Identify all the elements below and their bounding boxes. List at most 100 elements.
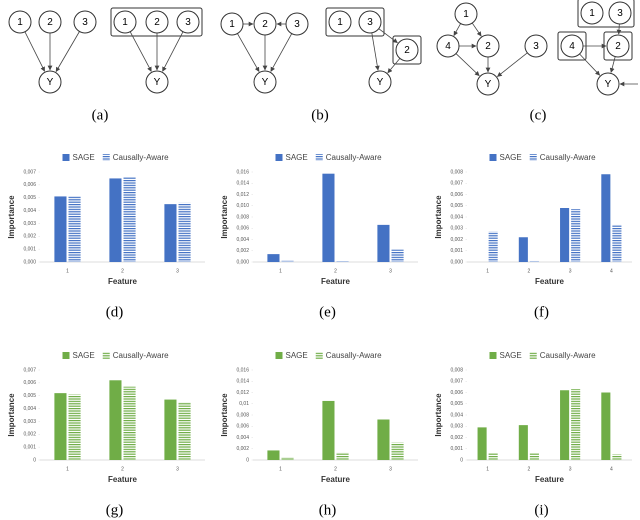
caption: (b) <box>311 107 329 123</box>
legend-swatch <box>275 154 283 161</box>
node <box>113 10 137 34</box>
node <box>606 34 630 58</box>
edge <box>471 22 482 37</box>
bar <box>123 386 136 460</box>
node-label: 2 <box>615 41 621 52</box>
node <box>328 10 352 34</box>
x-tick-label: 3 <box>569 466 572 472</box>
y-tick-label: 0,006 <box>23 182 36 188</box>
x-tick-label: 3 <box>569 268 572 274</box>
node-label: Y <box>47 77 54 88</box>
x-tick-label: 1 <box>486 268 489 274</box>
x-tick-label: 2 <box>334 466 337 472</box>
edge <box>371 32 380 71</box>
node <box>608 1 632 25</box>
node <box>220 12 244 36</box>
y-tick-label: 0,008 <box>450 367 463 373</box>
node-label: 3 <box>533 41 539 52</box>
caption: (e) <box>319 304 336 320</box>
node <box>285 12 309 36</box>
bar <box>377 224 390 262</box>
legend-label: Causally-Aware <box>540 351 596 360</box>
node <box>145 70 169 94</box>
y-tick-label: 0,007 <box>23 367 36 373</box>
node-label: 3 <box>367 17 373 28</box>
node-label: Y <box>154 77 161 88</box>
group-box <box>325 7 385 37</box>
node-label: Y <box>485 79 492 90</box>
x-tick-label: 3 <box>389 466 392 472</box>
node <box>560 34 584 58</box>
bar <box>109 380 122 460</box>
y-tick-label: 0,016 <box>236 367 249 373</box>
y-tick-label: 0,004 <box>23 208 36 214</box>
x-tick-label: 3 <box>389 268 392 274</box>
node-label: Y <box>262 77 269 88</box>
bar <box>571 389 581 460</box>
bar <box>518 237 528 262</box>
legend-label: SAGE <box>286 351 308 360</box>
y-tick-label: 0,004 <box>450 412 463 418</box>
y-tick-label: 0 <box>460 457 463 463</box>
node-label: 1 <box>589 8 595 19</box>
node-label: 1 <box>463 9 469 20</box>
legend-swatch <box>529 352 537 359</box>
x-tick-label: 2 <box>527 466 530 472</box>
legend-swatch <box>315 352 323 359</box>
y-tick-label: 0,005 <box>450 401 463 407</box>
y-tick-label: 0,004 <box>23 406 36 412</box>
y-tick-label: 0,006 <box>236 424 249 430</box>
node <box>476 34 500 58</box>
bar <box>281 260 294 262</box>
node-label: 2 <box>154 17 160 28</box>
x-tick-label: 2 <box>121 268 124 274</box>
node-label: 4 <box>569 41 575 52</box>
legend-swatch <box>489 352 497 359</box>
y-tick-label: 0,012 <box>236 390 249 396</box>
node <box>38 70 62 94</box>
bar <box>322 400 335 460</box>
legend-swatch <box>102 352 110 359</box>
bar <box>601 392 611 460</box>
bar <box>336 452 349 460</box>
y-axis-title: Importance <box>7 195 16 239</box>
bar <box>281 457 294 460</box>
x-axis-title: Feature <box>321 277 350 286</box>
y-tick-label: 0,004 <box>450 214 463 220</box>
x-tick-label: 2 <box>527 268 530 274</box>
legend-label: Causally-Aware <box>540 153 596 162</box>
edge <box>162 31 184 72</box>
y-tick-label: 0,002 <box>450 435 463 441</box>
caption: (g) <box>106 502 124 518</box>
x-tick-label: 3 <box>176 466 179 472</box>
caption: (f) <box>534 304 549 320</box>
x-tick-label: 4 <box>610 466 613 472</box>
group-box <box>392 35 422 65</box>
y-tick-label: 0,007 <box>450 181 463 187</box>
x-tick-label: 2 <box>334 268 337 274</box>
node-label: 1 <box>229 19 235 30</box>
y-tick-label: 0,000 <box>236 259 249 265</box>
x-axis-title: Feature <box>321 475 350 484</box>
y-tick-label: 0,014 <box>236 181 249 187</box>
y-tick-label: 0,010 <box>236 203 249 209</box>
legend-swatch <box>529 154 537 161</box>
y-tick-label: 0,002 <box>450 237 463 243</box>
bar <box>488 231 498 262</box>
y-tick-label: 0,008 <box>450 169 463 175</box>
x-axis-title: Feature <box>108 277 137 286</box>
edge <box>378 28 398 44</box>
y-tick-label: 0,007 <box>23 169 36 175</box>
legend-label: SAGE <box>73 351 95 360</box>
bar <box>571 209 581 262</box>
bar <box>391 442 404 460</box>
bar <box>267 254 280 262</box>
bar <box>123 177 136 262</box>
edge <box>609 56 616 73</box>
legend-label: Causally-Aware <box>113 153 169 162</box>
bar <box>391 249 404 262</box>
legend-label: Causally-Aware <box>326 153 382 162</box>
node <box>436 34 460 58</box>
node-label: 4 <box>445 41 451 52</box>
